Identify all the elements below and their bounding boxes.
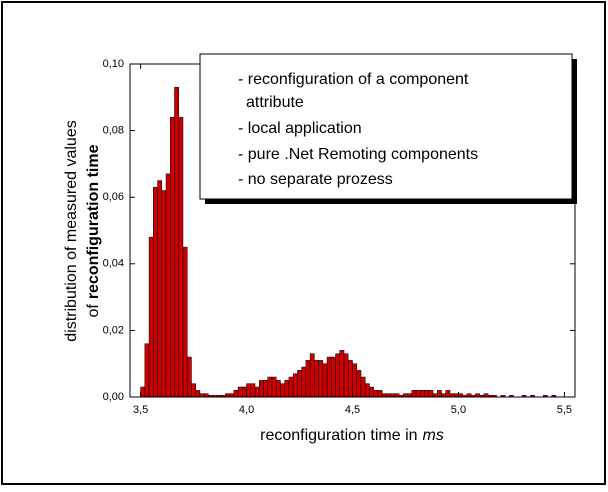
bar bbox=[178, 117, 184, 398]
bar bbox=[254, 386, 260, 398]
bar bbox=[233, 390, 239, 398]
bar bbox=[174, 87, 179, 398]
bar bbox=[445, 390, 451, 398]
y-tick-label: 0,06 bbox=[103, 191, 124, 203]
bar bbox=[250, 383, 256, 398]
bar bbox=[182, 246, 188, 398]
bar bbox=[331, 356, 336, 398]
bar bbox=[348, 360, 353, 398]
x-label-text: reconfiguration time in bbox=[260, 427, 417, 444]
bar bbox=[373, 390, 379, 398]
bar bbox=[314, 360, 319, 398]
bar bbox=[284, 380, 290, 398]
bar bbox=[352, 363, 357, 398]
plot-area: 0,00 0,02 0,04 0,06 0,08 0,10 3,5 4,0 4,5 5,0 5,5 bbox=[103, 58, 576, 416]
bar bbox=[195, 390, 201, 398]
bar bbox=[335, 353, 341, 398]
annotation-line: attribute bbox=[246, 94, 304, 111]
bar bbox=[377, 390, 383, 398]
bar bbox=[364, 383, 370, 398]
bar bbox=[339, 350, 345, 398]
bar bbox=[360, 376, 366, 398]
bar bbox=[263, 380, 268, 398]
y-label-prefix: of bbox=[85, 304, 102, 318]
x-label: reconfiguration time in ms bbox=[260, 427, 444, 444]
annotation-line: - no separate prozess bbox=[238, 171, 393, 188]
bar bbox=[259, 380, 264, 398]
y-label-bold: reconfiguration time bbox=[85, 144, 102, 299]
bar bbox=[356, 370, 362, 398]
x-tick-label: 4,0 bbox=[239, 404, 254, 416]
y-tick-label: 0,04 bbox=[103, 258, 124, 270]
annotation-line: - local application bbox=[238, 120, 362, 137]
x-tick-label: 3,5 bbox=[133, 404, 148, 416]
y-tick-label: 0,00 bbox=[103, 391, 124, 403]
y-label: distribution of measured values bbox=[63, 120, 80, 341]
bar bbox=[191, 383, 196, 398]
bar bbox=[275, 380, 281, 398]
bar bbox=[369, 386, 374, 398]
bar bbox=[326, 356, 332, 398]
bar bbox=[144, 343, 150, 398]
bar bbox=[424, 390, 430, 398]
y-label: of reconfiguration time bbox=[85, 144, 102, 317]
x-tick-label: 4,5 bbox=[345, 404, 360, 416]
annotation-line: - pure .Net Remoting components bbox=[238, 146, 478, 163]
bar bbox=[186, 356, 192, 398]
y-tick-label: 0,10 bbox=[103, 58, 124, 70]
bar bbox=[237, 386, 243, 398]
bar bbox=[428, 390, 434, 398]
bar bbox=[153, 186, 158, 398]
y-tick-label: 0,08 bbox=[103, 125, 124, 137]
bar bbox=[165, 173, 171, 398]
bar bbox=[271, 376, 277, 398]
bar bbox=[297, 370, 302, 398]
bar bbox=[267, 376, 273, 398]
bar bbox=[437, 390, 442, 398]
bar bbox=[246, 383, 252, 398]
bar bbox=[318, 360, 324, 398]
bar bbox=[140, 386, 146, 398]
y-tick-label: 0,02 bbox=[103, 324, 124, 336]
bar bbox=[343, 353, 349, 398]
bar bbox=[280, 383, 285, 398]
x-tick-label: 5,0 bbox=[451, 404, 466, 416]
bar bbox=[411, 390, 417, 398]
bar bbox=[305, 360, 311, 398]
annotation-box bbox=[199, 53, 573, 200]
bar bbox=[170, 117, 175, 398]
annotation-line: - reconfiguration of a component bbox=[238, 71, 469, 88]
bar bbox=[309, 353, 315, 398]
bar bbox=[322, 363, 328, 398]
bar bbox=[301, 366, 307, 398]
bar bbox=[420, 390, 425, 398]
x-label-unit: ms bbox=[423, 427, 444, 444]
bar bbox=[161, 190, 167, 398]
bar bbox=[157, 180, 163, 398]
bar bbox=[242, 386, 247, 398]
bar bbox=[288, 376, 294, 398]
x-tick-label: 5,5 bbox=[557, 404, 572, 416]
bar bbox=[415, 390, 421, 398]
bar bbox=[292, 373, 298, 398]
bar bbox=[148, 236, 154, 398]
